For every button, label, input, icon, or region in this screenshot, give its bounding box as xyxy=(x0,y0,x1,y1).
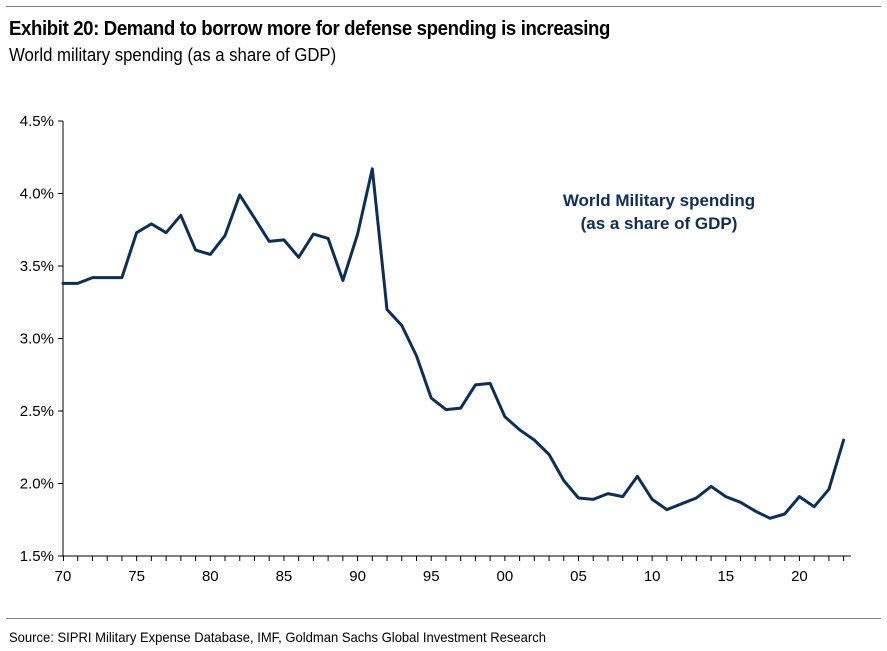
x-tick-label: 00 xyxy=(497,568,514,585)
x-tick-label: 95 xyxy=(423,568,440,585)
bottom-rule xyxy=(6,618,881,619)
annotation-line-2: (as a share of GDP) xyxy=(581,214,738,233)
y-tick-label: 2.0% xyxy=(20,476,54,493)
x-tick-label: 05 xyxy=(570,568,587,585)
y-axis: 1.5% 2.0% 2.5% 3.0% 3.5% 4.0% 4.5% xyxy=(20,113,64,565)
x-tick-label: 80 xyxy=(202,568,219,585)
y-tick-label: 4.5% xyxy=(20,113,54,130)
series-line xyxy=(61,167,846,520)
y-tick-label: 1.5% xyxy=(20,548,54,565)
x-tick-label: 90 xyxy=(349,568,366,585)
y-tick-label: 3.0% xyxy=(20,331,54,348)
source-note: Source: SIPRI Military Expense Database,… xyxy=(9,629,546,645)
x-axis: 70 75 80 85 90 95 00 05 10 15 20 xyxy=(55,555,851,585)
x-tick-label: 85 xyxy=(276,568,293,585)
x-tick-label: 70 xyxy=(55,568,72,585)
y-tick-label: 2.5% xyxy=(20,403,54,420)
x-tick-label: 10 xyxy=(644,568,661,585)
annotation-line-1: World Military spending xyxy=(563,191,755,210)
page-title: Exhibit 20: Demand to borrow more for de… xyxy=(9,18,611,40)
page-subtitle: World military spending (as a share of G… xyxy=(9,45,337,65)
series-group xyxy=(61,167,846,520)
top-rule xyxy=(6,6,881,7)
y-tick-label: 3.5% xyxy=(20,258,54,275)
x-tick-label: 20 xyxy=(791,568,808,585)
y-tick-label: 4.0% xyxy=(20,186,54,203)
x-tick-label: 15 xyxy=(717,568,734,585)
x-tick-label: 75 xyxy=(128,568,145,585)
